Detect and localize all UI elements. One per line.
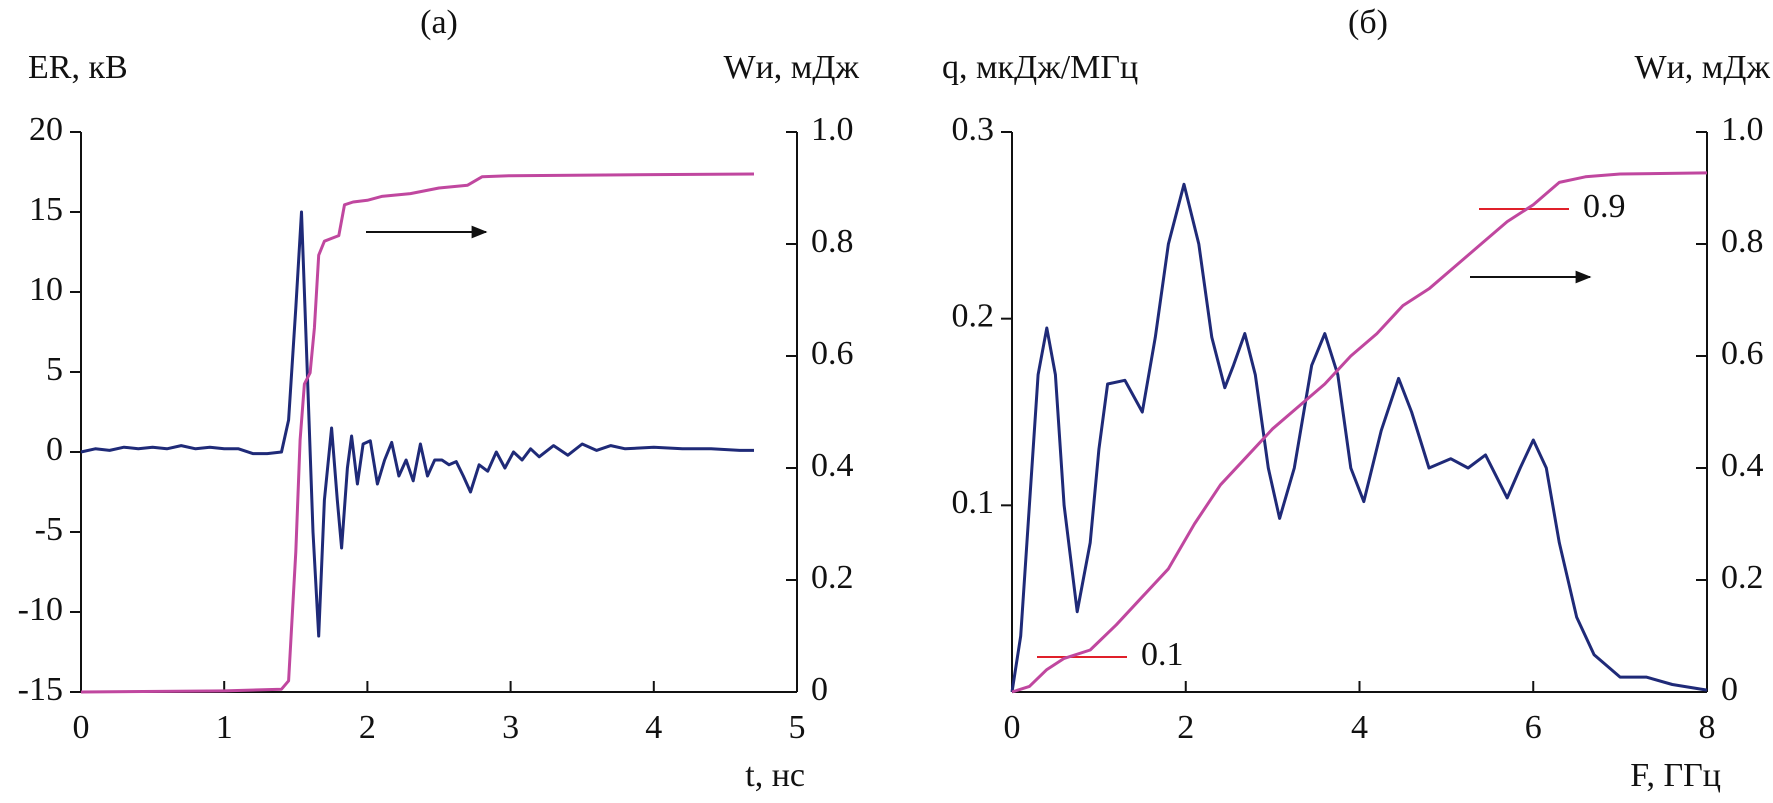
- y2-axis-label: Wи, мДж: [1635, 49, 1771, 86]
- x-axis-label: F, ГГц: [1630, 757, 1721, 794]
- y2-tick-label: 0.8: [811, 223, 854, 260]
- y-tick-label: 15: [29, 191, 63, 228]
- y2-tick-label: 1.0: [811, 111, 854, 148]
- y-tick-label: -15: [18, 671, 63, 708]
- y-axis-label: q, мкДж/МГц: [942, 49, 1138, 86]
- x-tick-label: 3: [502, 709, 519, 746]
- x-tick-label: 0: [1004, 709, 1021, 746]
- y-tick-label: 10: [29, 271, 63, 308]
- x-tick-label: 4: [645, 709, 662, 746]
- y2-tick-label: 0.2: [811, 559, 854, 596]
- y-tick-label: -10: [18, 591, 63, 628]
- y2-tick-label: 0: [1721, 671, 1738, 708]
- chart-title: (а): [420, 4, 458, 41]
- data-line: [1010, 182, 1708, 693]
- x-axis-label: t, нс: [745, 757, 805, 794]
- x-tick-label: 0: [73, 709, 90, 746]
- y-axis-label: ER, кВ: [28, 49, 128, 86]
- y2-tick-label: 0.6: [811, 335, 854, 372]
- x-tick-label: 6: [1525, 709, 1542, 746]
- x-tick-label: 8: [1699, 709, 1716, 746]
- y2-tick-label: 0: [811, 671, 828, 708]
- y2-axis-label: Wи, мДж: [724, 49, 860, 86]
- y-tick-label: 20: [29, 111, 63, 148]
- y2-tick-label: 0.8: [1721, 223, 1764, 260]
- y2-tick-label: 0.6: [1721, 335, 1764, 372]
- data-line: [80, 172, 755, 694]
- y2-tick-label: 0.2: [1721, 559, 1764, 596]
- annotation: 0.9: [1583, 188, 1626, 225]
- x-tick-label: 4: [1351, 709, 1368, 746]
- y-tick-label: 0.3: [952, 111, 995, 148]
- y2-tick-label: 1.0: [1721, 111, 1764, 148]
- y2-tick-label: 0.4: [811, 447, 854, 484]
- y-tick-label: -5: [35, 511, 63, 548]
- y2-tick-label: 0.4: [1721, 447, 1764, 484]
- data-line: [80, 210, 754, 638]
- x-tick-label: 2: [359, 709, 376, 746]
- x-tick-label: 1: [216, 709, 233, 746]
- y-tick-label: 0.2: [952, 297, 995, 334]
- y-tick-label: 0: [46, 431, 63, 468]
- x-tick-label: 5: [789, 709, 806, 746]
- x-tick-label: 2: [1177, 709, 1194, 746]
- y-tick-label: 0.1: [952, 484, 995, 521]
- chart-title: (б): [1348, 4, 1388, 41]
- annotation: 0.1: [1141, 636, 1184, 673]
- data-line: [1011, 171, 1708, 694]
- y-tick-label: 5: [46, 351, 63, 388]
